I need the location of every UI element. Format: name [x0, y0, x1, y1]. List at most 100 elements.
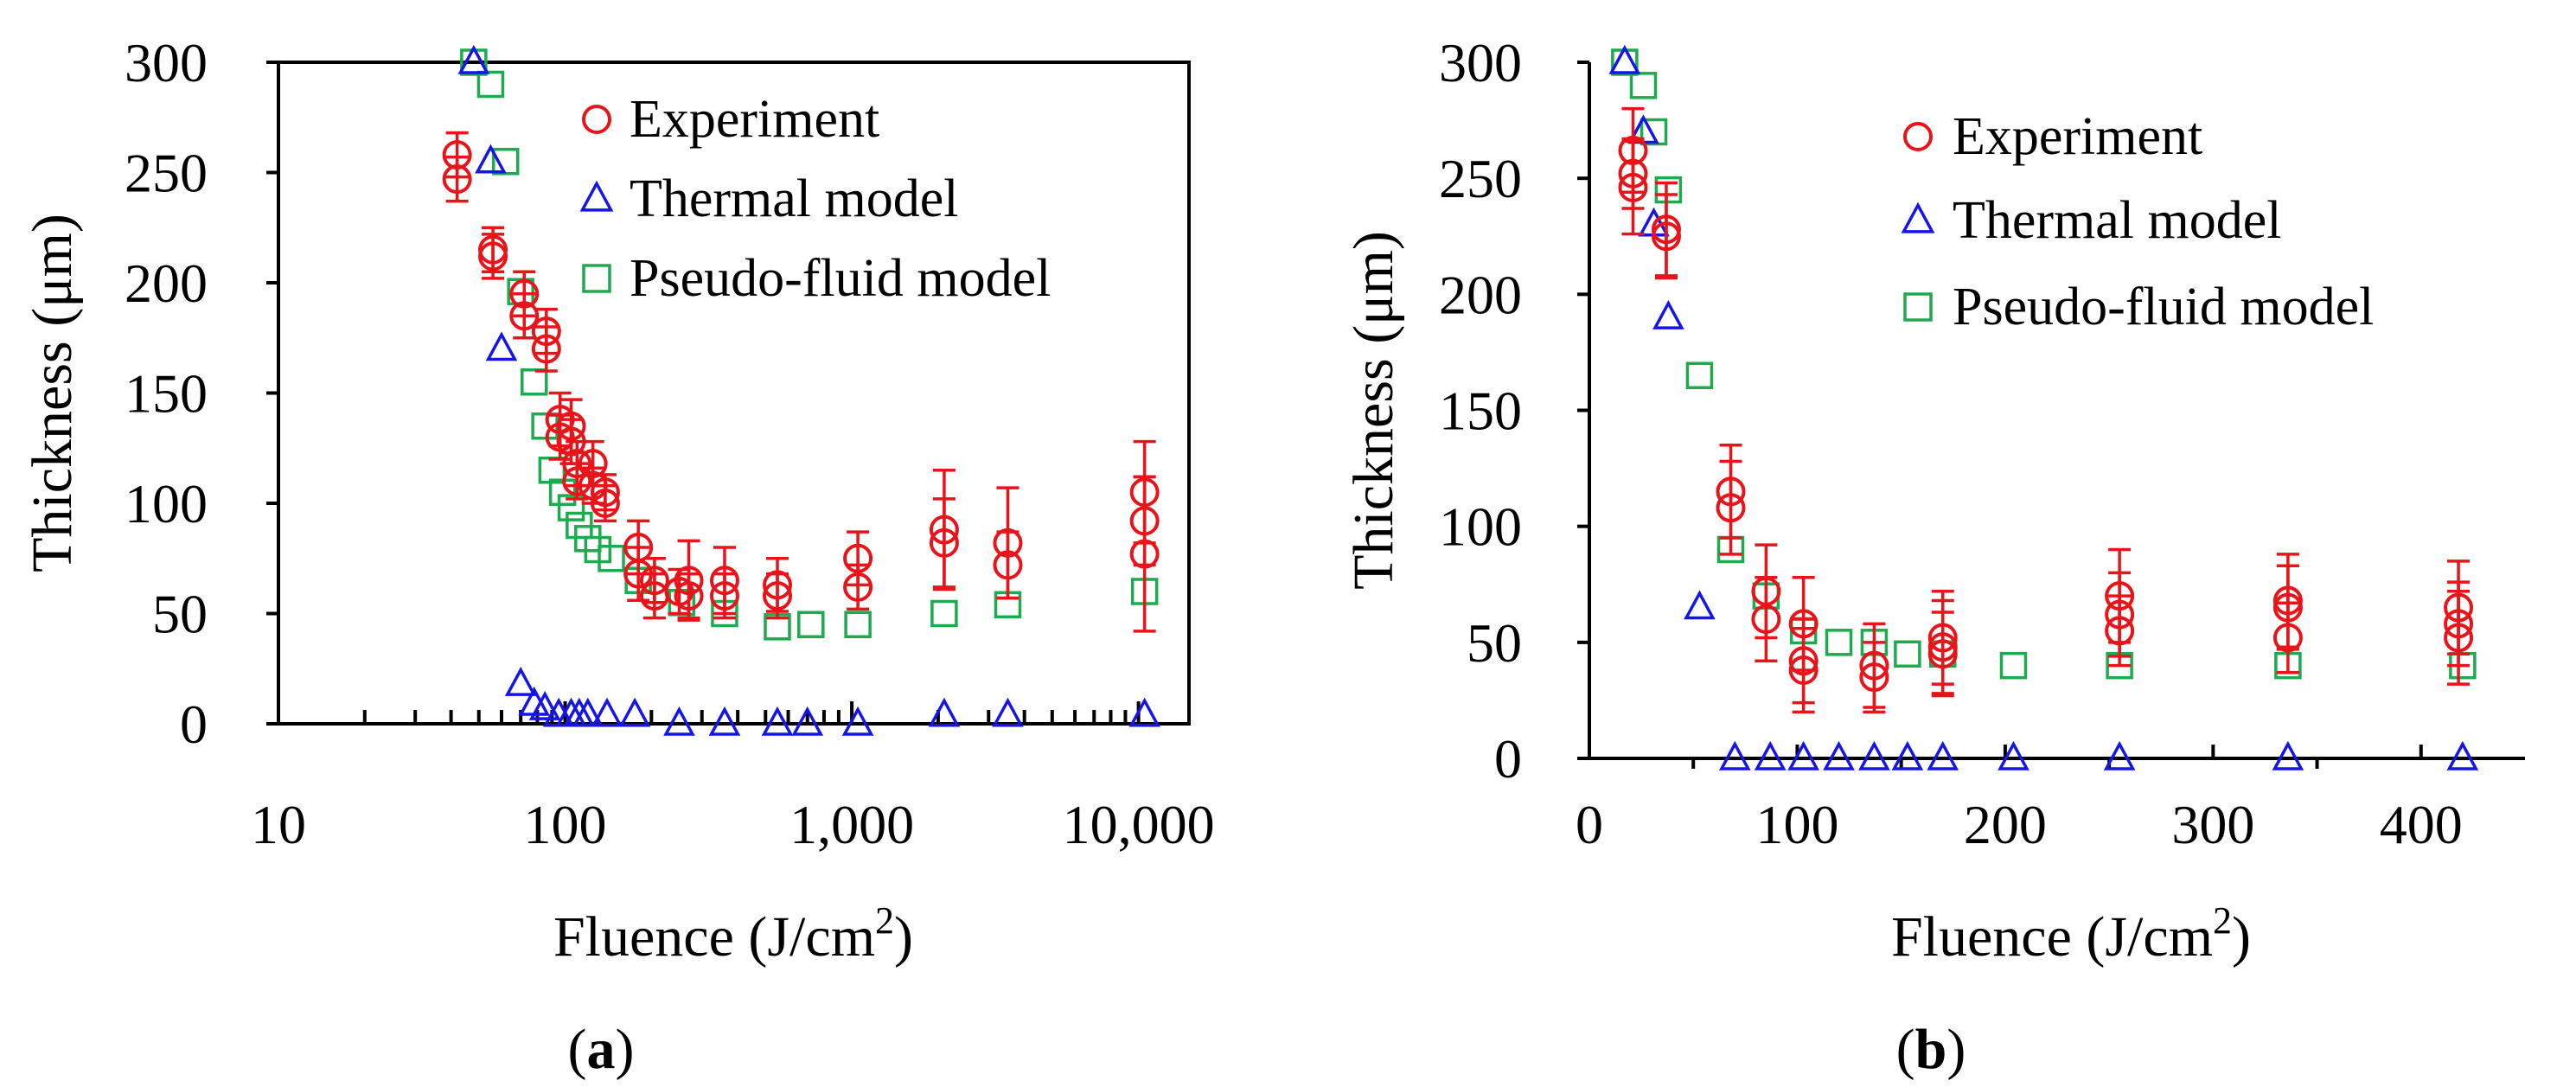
data-point — [1716, 493, 1746, 523]
legend-marker — [1901, 201, 1935, 233]
data-point — [562, 466, 592, 496]
data-point — [762, 581, 792, 611]
data-point — [1129, 539, 1160, 569]
series-thermal-model — [1608, 44, 2479, 770]
data-point — [598, 545, 625, 572]
legend-marker — [579, 180, 614, 212]
data-point — [528, 690, 561, 720]
x-tick-label: 10 — [251, 794, 306, 855]
panel-label-open: ( — [1896, 1018, 1915, 1081]
data-point — [504, 666, 537, 696]
legend: Experiment Thermal model Pseudo-fluid mode… — [579, 90, 1051, 308]
data-point — [442, 164, 472, 195]
data-point — [843, 572, 873, 602]
x-tick-label: 10,000 — [1063, 794, 1215, 855]
data-point — [674, 581, 704, 611]
data-point — [1927, 740, 1959, 770]
series-thermal-model — [457, 44, 1160, 736]
y-tick-label: 250 — [125, 143, 208, 204]
data-point — [485, 331, 518, 361]
y-tick-label: 200 — [1439, 264, 1522, 325]
data-point — [1858, 740, 1890, 770]
data-point — [1652, 299, 1684, 329]
y-tick-label: 50 — [1467, 612, 1522, 674]
data-point — [1718, 740, 1751, 770]
series-experiment — [1618, 106, 2474, 714]
y-axis-label: Thickness (μm) — [21, 214, 84, 572]
data-point — [663, 706, 695, 736]
data-point — [572, 697, 604, 727]
x-axis-label: Fluence (J/cm2) — [1891, 899, 2251, 969]
data-point — [509, 301, 540, 331]
y-tick-label: 300 — [125, 32, 208, 93]
x-axis-label-end: ) — [2232, 905, 2251, 969]
legend-marker — [582, 264, 611, 293]
data-point — [708, 706, 741, 736]
data-point — [1608, 44, 1641, 74]
data-point — [791, 706, 824, 736]
data-point — [993, 550, 1023, 580]
data-point — [2272, 740, 2304, 770]
data-point — [930, 599, 958, 628]
data-point — [1618, 172, 1648, 202]
panel-label-close: ) — [616, 1018, 635, 1081]
data-point — [1823, 740, 1855, 770]
x-axis-label-superscript: 2 — [2213, 899, 2232, 942]
data-point — [1927, 639, 1958, 669]
y-tick-label: 100 — [125, 473, 208, 534]
data-point — [844, 611, 872, 638]
data-point — [1684, 590, 1716, 620]
data-point — [841, 706, 874, 736]
x-tick-label: 100 — [1755, 794, 1838, 855]
panel-label-letter: a — [587, 1018, 616, 1081]
data-point — [1788, 655, 1819, 686]
y-tick-label: 300 — [1439, 32, 1522, 93]
legend-label: Experiment — [630, 90, 879, 149]
x-tick-label: 300 — [2171, 794, 2254, 855]
data-point — [709, 581, 739, 611]
x-tick-label: 100 — [524, 794, 607, 855]
x-axis-label-text: Fluence (J/cm — [1891, 905, 2213, 969]
data-point — [478, 241, 508, 272]
data-point — [1651, 221, 1681, 252]
data-point — [1999, 651, 2028, 680]
data-point — [1998, 740, 2029, 770]
data-point — [1891, 740, 1924, 770]
data-point — [2103, 740, 2136, 770]
data-point — [1685, 361, 1714, 389]
legend-label: Experiment — [1953, 107, 2202, 166]
x-axis-label-superscript: 2 — [875, 899, 894, 942]
data-point — [1629, 72, 1658, 99]
legend-marker — [1903, 292, 1933, 322]
data-point — [1894, 640, 1921, 668]
data-point — [797, 611, 825, 638]
panel-label-close: ) — [1946, 1018, 1966, 1081]
data-point — [1654, 176, 1683, 204]
y-tick-label: 0 — [180, 694, 208, 755]
data-point — [992, 697, 1024, 727]
y-tick-label: 150 — [1439, 380, 1522, 442]
y-tick-label: 150 — [125, 363, 208, 425]
y-tick-label: 50 — [152, 584, 208, 645]
y-tick-label: 200 — [125, 253, 208, 314]
data-point — [457, 44, 490, 74]
data-point — [590, 489, 620, 518]
y-tick-label: 100 — [1439, 496, 1522, 558]
y-tick-label: 0 — [1494, 728, 1522, 790]
data-point — [2444, 623, 2474, 653]
data-point — [2446, 740, 2479, 770]
data-point — [1859, 662, 1889, 693]
data-point — [1640, 118, 1668, 146]
panel-label: (b) — [1896, 1018, 1966, 1081]
x-axis-label: Fluence (J/cm2) — [553, 899, 913, 969]
data-point — [491, 148, 520, 176]
data-point — [2105, 616, 2135, 646]
chart-panel-b: 0 50 100 150 200 250 300 0 100 200 300 400 Thickness… — [1342, 32, 2525, 1081]
legend-label: Thermal model — [630, 169, 958, 228]
x-tick-label: 0 — [1576, 794, 1603, 855]
data-point — [928, 697, 961, 727]
data-point — [761, 706, 794, 736]
data-point — [2272, 623, 2303, 653]
series-experiment — [442, 131, 1160, 633]
legend-marker — [1903, 122, 1933, 151]
